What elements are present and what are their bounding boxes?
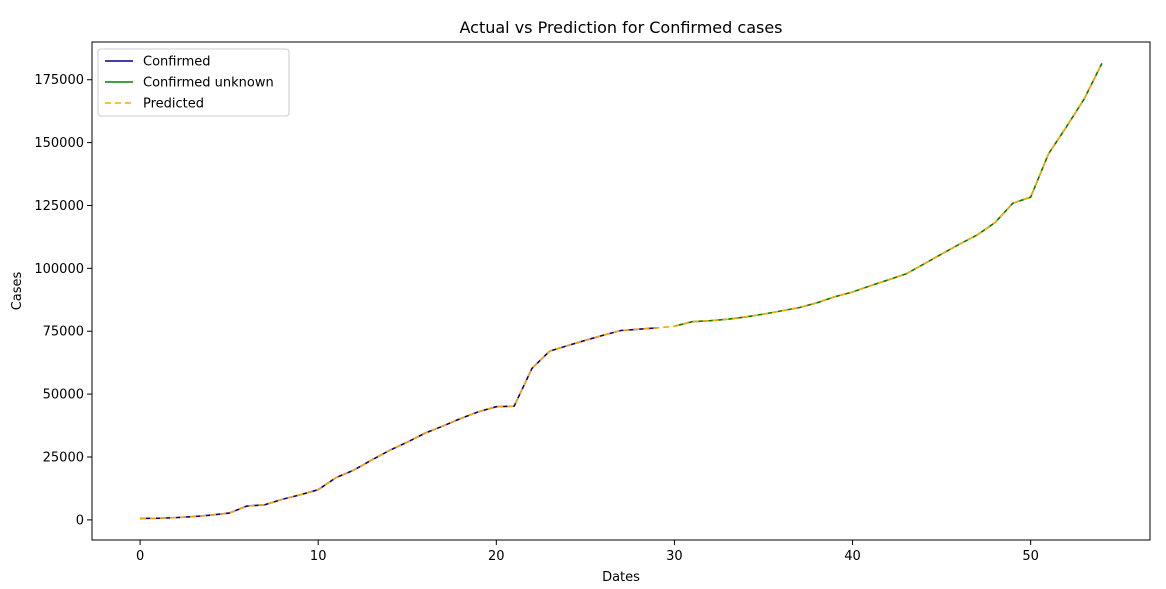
series-line-predicted — [140, 63, 1103, 520]
legend-label: Confirmed — [143, 55, 211, 70]
chart-title: Actual vs Prediction for Confirmed cases — [459, 18, 782, 37]
legend-entry: Confirmed — [105, 55, 211, 70]
y-tick-label: 50000 — [43, 388, 84, 403]
plot-area-frame — [91, 41, 1151, 541]
x-tick-label: 0 — [136, 549, 144, 564]
legend-entry: Confirmed unknown — [105, 76, 274, 91]
y-tick-label: 150000 — [34, 136, 84, 151]
y-axis-ticks: 0 25000 50000 75000 100000 125000 150000 175000 — [34, 73, 92, 528]
x-axis-ticks: 0 10 20 30 40 50 — [136, 540, 1039, 564]
x-tick-label: 30 — [666, 549, 683, 564]
legend: Confirmed Confirmed unknown Predicted — [97, 48, 290, 117]
x-tick-label: 20 — [488, 549, 505, 564]
x-tick-label: 40 — [844, 549, 861, 564]
x-tick-label: 50 — [1022, 549, 1039, 564]
y-tick-label: 175000 — [34, 73, 84, 88]
y-tick-label: 125000 — [34, 199, 84, 214]
x-tick-label: 10 — [310, 549, 327, 564]
legend-label: Confirmed unknown — [143, 76, 274, 91]
y-tick-label: 25000 — [43, 451, 84, 466]
y-tick-label: 100000 — [34, 262, 84, 277]
series-layer — [140, 63, 1103, 520]
y-axis-label: Cases — [10, 271, 25, 310]
x-axis-label: Dates — [602, 570, 640, 585]
y-tick-label: 0 — [76, 513, 84, 528]
legend-box — [97, 48, 290, 117]
legend-entry: Predicted — [105, 97, 204, 112]
legend-label: Predicted — [143, 97, 204, 112]
y-tick-label: 75000 — [43, 325, 84, 340]
